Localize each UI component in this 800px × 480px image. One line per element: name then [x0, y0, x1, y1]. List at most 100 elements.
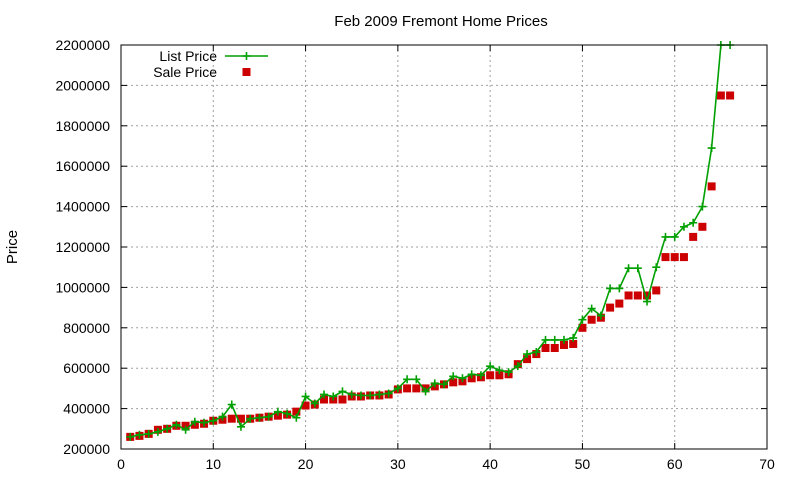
sale-price-marker	[181, 421, 190, 430]
list-price-marker	[320, 390, 329, 399]
sale-price-marker	[236, 414, 245, 423]
y-tick-label: 200000	[63, 441, 110, 457]
list-price-marker	[412, 375, 421, 384]
sale-price-marker	[495, 371, 504, 380]
sale-price-marker	[615, 299, 624, 308]
y-axis-label: Price	[4, 230, 21, 264]
sale-price-marker	[541, 344, 550, 352]
list-price-marker	[393, 384, 402, 393]
list-price-marker	[633, 264, 642, 273]
sale-price-marker	[227, 414, 236, 423]
sale-price-marker	[569, 339, 578, 348]
list-price-marker	[264, 412, 273, 421]
x-tick-label: 0	[117, 456, 125, 472]
sale-price-marker	[559, 340, 568, 349]
sale-price-marker	[624, 291, 633, 300]
list-price-marker	[273, 407, 282, 416]
list-price-marker	[652, 263, 661, 272]
sale-price-marker	[578, 323, 587, 332]
list-price-marker	[283, 409, 292, 418]
x-tick-label: 40	[482, 456, 498, 472]
list-price-marker	[569, 333, 578, 342]
data-series	[126, 41, 735, 441]
list-price-marker	[513, 362, 522, 371]
axis-ticks: 0 10 20 30 40 50 60 70 200000 400000 600000 800000 1…	[55, 37, 775, 472]
y-tick-label: 600000	[63, 360, 110, 376]
sale-price-marker	[523, 355, 532, 364]
list-price-marker	[689, 218, 698, 227]
list-price-marker	[218, 412, 227, 421]
list-price-marker	[403, 375, 412, 384]
sale-price-marker	[403, 384, 412, 393]
list-price-marker	[329, 392, 338, 401]
list-price-marker	[550, 335, 559, 344]
sale-price-marker	[550, 344, 559, 352]
list-price-marker	[541, 335, 550, 344]
list-price-marker	[292, 413, 301, 422]
list-price-marker	[163, 424, 172, 433]
list-price-marker	[670, 232, 679, 241]
list-price-marker	[384, 389, 393, 398]
sale-price-marker	[320, 395, 329, 404]
list-price-marker	[181, 425, 190, 434]
list-price-marker	[596, 311, 605, 320]
list-price-marker	[532, 348, 541, 357]
x-tick-label: 70	[759, 456, 775, 472]
y-tick-label: 1800000	[55, 118, 110, 134]
sale-price-marker	[716, 91, 725, 100]
list-price-marker	[135, 430, 144, 439]
sale-price-marker	[449, 378, 458, 387]
list-price-marker	[227, 400, 236, 409]
sale-price-marker	[301, 401, 310, 410]
list-price-marker	[643, 297, 652, 306]
list-price-marker	[301, 392, 310, 401]
list-price-marker	[449, 372, 458, 381]
list-price-marker	[200, 418, 209, 427]
list-price-marker	[347, 390, 356, 399]
list-price-marker	[144, 429, 153, 438]
list-price-marker	[338, 387, 347, 396]
sale-price-marker	[273, 411, 282, 420]
sale-price-marker	[412, 384, 421, 393]
list-price-marker	[190, 417, 199, 426]
list-price-marker	[126, 432, 135, 441]
list-price-marker	[153, 427, 162, 436]
plot-frame	[120, 44, 768, 450]
sale-price-marker	[633, 291, 642, 300]
chart-title: Feb 2009 Fremont Home Prices	[334, 13, 547, 30]
list-price-marker	[440, 380, 448, 389]
list-price-marker	[615, 284, 624, 293]
grid-lines	[121, 45, 767, 449]
sale-price-marker	[679, 253, 688, 262]
list-price-marker	[458, 374, 467, 383]
sale-price-marker	[338, 395, 347, 404]
y-tick-label: 1400000	[55, 199, 110, 215]
list-price-marker	[495, 366, 504, 375]
sale-price-marker	[726, 91, 735, 100]
y-tick-label: 1200000	[55, 239, 110, 255]
list-price-marker	[578, 315, 587, 324]
x-tick-label: 50	[575, 456, 591, 472]
y-tick-label: 1000000	[55, 279, 110, 295]
list-price-marker	[366, 391, 375, 400]
list-price-marker	[430, 379, 439, 388]
list-price-marker	[476, 371, 485, 380]
list-price-marker	[421, 387, 430, 396]
x-tick-label: 60	[667, 456, 683, 472]
list-price-line	[130, 44, 731, 438]
list-price-marker	[172, 420, 181, 429]
list-price-marker	[679, 222, 688, 231]
y-tick-label: 800000	[63, 320, 110, 336]
x-tick-label: 30	[390, 456, 406, 472]
x-tick-label: 10	[205, 456, 221, 472]
list-price-marker	[467, 370, 476, 379]
list-price-marker	[698, 202, 707, 211]
sale-price-marker	[292, 407, 301, 416]
sale-price-marker	[661, 253, 670, 262]
list-price-marker	[661, 232, 670, 241]
list-price-marker	[375, 390, 384, 399]
y-tick-label: 400000	[63, 401, 110, 417]
list-price-marker	[255, 413, 264, 422]
list-price-marker	[209, 416, 218, 425]
